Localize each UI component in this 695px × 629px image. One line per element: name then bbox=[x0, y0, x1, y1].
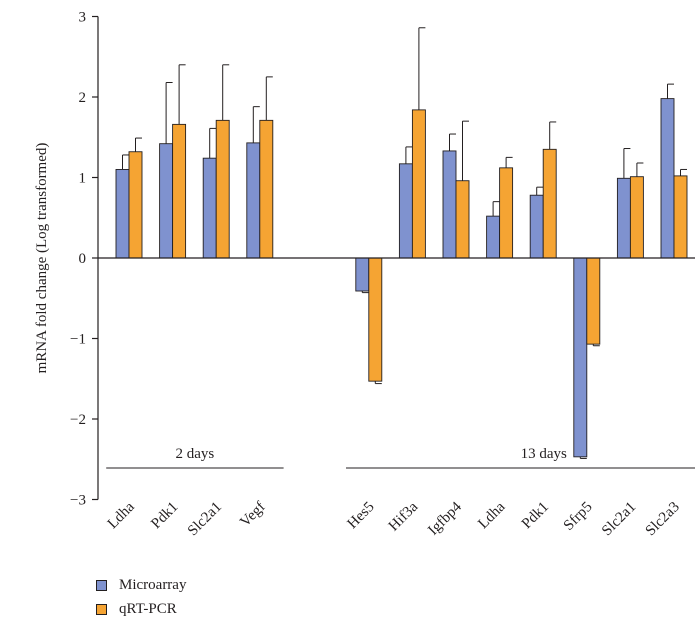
bar-microarray-sfrp5 bbox=[573, 257, 588, 458]
bar-qrtpcr-pdk1 bbox=[172, 123, 187, 259]
legend-label-microarray: Microarray bbox=[119, 576, 187, 593]
x-tick-label: Pdk1 bbox=[519, 499, 552, 532]
bar-qrtpcr-ldha bbox=[128, 151, 143, 259]
y-tick-label: −2 bbox=[70, 412, 86, 428]
bar-microarray-igfbp4 bbox=[442, 150, 457, 259]
x-tick-label: Ldha bbox=[475, 499, 508, 532]
legend-item-qrtpcr: qRT-PCR bbox=[96, 597, 186, 621]
legend-item-microarray: Microarray bbox=[96, 573, 186, 597]
bar-microarray-slc2a3 bbox=[660, 98, 675, 259]
group-label: 13 days bbox=[521, 446, 567, 462]
bar-microarray-pdk1 bbox=[159, 143, 174, 259]
x-tick-labels: Ldha Pdk1 Slc2a1 Vegf Hes5 Hif3a Igfbp4 Ldha Pdk… bbox=[105, 499, 683, 540]
bar-microarray-hif3a bbox=[398, 163, 413, 259]
y-axis: 3 2 1 0 −1 −2 −3 bbox=[70, 10, 99, 509]
bar-qrtpcr-pdk1 bbox=[542, 148, 557, 259]
bar-microarray-slc2a1 bbox=[202, 157, 217, 259]
bar-qrtpcr-hes5 bbox=[368, 257, 383, 382]
bar-qrtpcr-hif3a bbox=[411, 109, 426, 259]
bar-microarray-slc2a1 bbox=[616, 177, 631, 259]
x-tick-label: Hes5 bbox=[345, 499, 378, 532]
y-tick-label: 0 bbox=[79, 251, 87, 267]
group-label: 2 days bbox=[176, 446, 215, 462]
x-tick-label: Sfrp5 bbox=[561, 499, 596, 534]
error-bars bbox=[122, 27, 687, 459]
x-tick-label: Igfbp4 bbox=[425, 499, 465, 539]
x-tick-label: Pdk1 bbox=[148, 499, 181, 532]
y-tick-label: 2 bbox=[79, 90, 87, 106]
x-tick-label: Slc2a1 bbox=[185, 499, 225, 539]
bar-microarray-ldha bbox=[486, 215, 501, 259]
group-labels: 2 days 13 days bbox=[106, 446, 695, 469]
bar-qrtpcr-slc2a3 bbox=[673, 175, 688, 259]
y-tick-label: 1 bbox=[79, 171, 87, 187]
x-tick-label: Hif3a bbox=[386, 499, 422, 535]
x-tick-label: Slc2a1 bbox=[599, 499, 639, 539]
bar-microarray-ldha bbox=[115, 168, 130, 259]
bar-qrtpcr-sfrp5 bbox=[586, 257, 601, 345]
bar-microarray-pdk1 bbox=[529, 194, 544, 259]
y-tick-label: −1 bbox=[70, 332, 86, 348]
legend: Microarray qRT-PCR bbox=[96, 573, 186, 621]
y-tick-label: 3 bbox=[79, 10, 87, 26]
y-axis-label: mRNA fold change (Log transformed) bbox=[34, 143, 50, 374]
bar-qrtpcr-slc2a1 bbox=[215, 119, 230, 259]
bar-qrtpcr-slc2a1 bbox=[629, 176, 644, 259]
x-tick-label: Ldha bbox=[105, 499, 138, 532]
x-tick-label: Vegf bbox=[237, 499, 268, 530]
y-tick-label: −3 bbox=[70, 493, 86, 509]
legend-swatch-qrtpcr bbox=[96, 603, 107, 615]
bar-qrtpcr-vegf bbox=[259, 119, 274, 259]
x-tick-label: Slc2a3 bbox=[643, 499, 683, 539]
bar-qrtpcr-igfbp4 bbox=[455, 180, 470, 259]
bar-qrtpcr-ldha bbox=[499, 167, 514, 259]
legend-label-qrtpcr: qRT-PCR bbox=[119, 600, 177, 617]
bar-microarray-vegf bbox=[246, 142, 261, 259]
legend-swatch-microarray bbox=[96, 579, 107, 591]
bar-microarray-hes5 bbox=[355, 257, 370, 292]
